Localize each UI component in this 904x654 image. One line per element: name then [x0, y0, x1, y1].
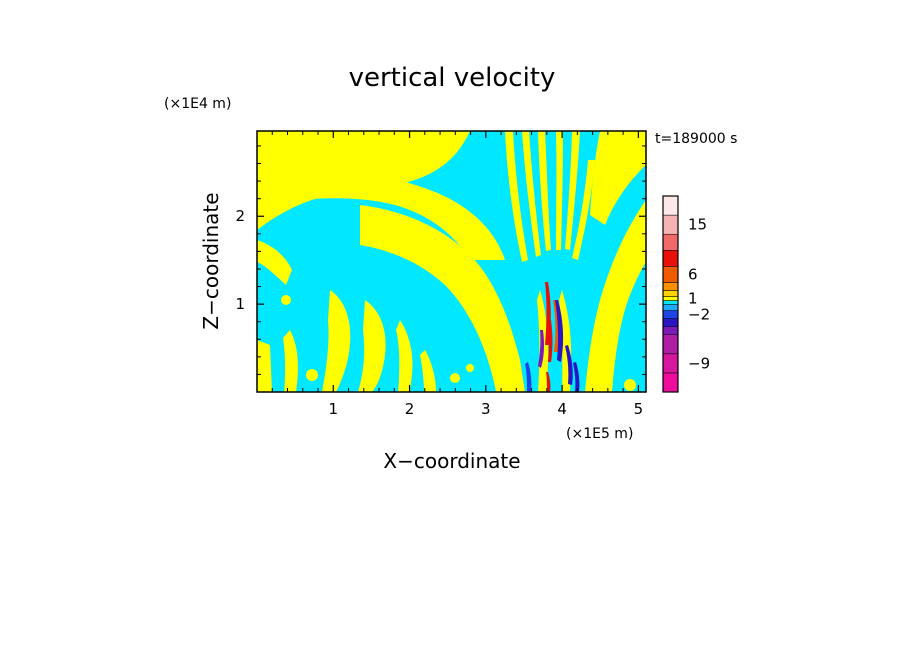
positive-speckle [466, 364, 474, 372]
colorbar-label: 1 [688, 290, 698, 308]
colorbar-swatch [662, 266, 679, 283]
colorbar-label: −2 [688, 306, 710, 324]
plot-frame [256, 130, 647, 393]
colorbar-swatch [662, 290, 679, 297]
colorbar-swatch [662, 282, 679, 291]
convective-core [525, 282, 580, 392]
colorbar-label: −9 [688, 354, 710, 372]
colorbar: −9 −21 6 15 [662, 195, 710, 393]
positive-region [565, 131, 580, 250]
positive-region [257, 240, 292, 285]
positive-speckle [606, 154, 618, 166]
positive-speckle [291, 155, 301, 165]
x-axis-label: X−coordinate [383, 449, 520, 473]
positive-region [420, 350, 436, 392]
strong-updraft [546, 372, 551, 392]
colorbar-swatch [662, 195, 679, 216]
chart-title: vertical velocity [349, 63, 556, 93]
colorbar-swatch [662, 310, 679, 319]
colorbar-swatch [662, 233, 679, 251]
colorbar-swatch [662, 318, 679, 327]
y-tick-label: 2 [235, 207, 245, 225]
x-tick-label: 3 [481, 400, 491, 418]
colorbar-swatch [662, 353, 679, 374]
positive-region [590, 131, 646, 225]
positive-region [538, 131, 551, 251]
positive-region [257, 340, 272, 392]
strong-downdraft [525, 362, 532, 392]
colorbar-frame [662, 195, 679, 393]
colorbar-label: 15 [688, 216, 707, 234]
positive-speckle [306, 369, 318, 381]
y-axis: 12 [235, 145, 646, 375]
x-tick-label: 5 [634, 400, 644, 418]
plot-area [257, 131, 646, 392]
positive-speckle [265, 141, 279, 155]
positive-velocity-regions [257, 131, 646, 392]
colorbar-swatch [662, 304, 679, 311]
colorbar-swatch [662, 372, 679, 393]
x-tick-label: 2 [405, 400, 415, 418]
positive-speckle [636, 146, 644, 154]
colorbar-swatch [662, 250, 679, 267]
strong-updraft [548, 320, 553, 362]
colorbar-swatch [662, 326, 679, 335]
colorbar-swatch [662, 296, 679, 301]
y-tick-label: 1 [235, 295, 245, 313]
positive-region [522, 131, 541, 257]
time-label: t=189000 s [655, 131, 737, 147]
positive-region [585, 200, 646, 392]
x-scale-label: (×1E5 m) [566, 426, 633, 442]
colorbar-label: 6 [688, 265, 698, 283]
colorbar-swatch [662, 214, 679, 235]
strong-downdraft [538, 330, 545, 368]
positive-region [505, 131, 528, 262]
positive-region [572, 160, 595, 260]
x-axis: 1 2 3 4 5 [271, 131, 644, 418]
positive-speckle [281, 295, 291, 305]
colorbar-swatch [662, 334, 679, 355]
positive-region [360, 205, 525, 392]
x-tick-label: 1 [329, 400, 339, 418]
positive-region [556, 131, 563, 250]
y-axis-label: Z−coordinate [199, 192, 223, 329]
colorbar-swatch [662, 300, 679, 305]
positive-region [322, 290, 351, 392]
positive-speckle [450, 373, 460, 383]
strong-downdraft [555, 300, 564, 362]
positive-region [283, 330, 298, 392]
strong-downdraft [565, 345, 573, 385]
positive-region [396, 320, 413, 392]
x-tick-label: 4 [557, 400, 567, 418]
positive-speckle [624, 379, 636, 391]
y-scale-label: (×1E4 m) [164, 96, 231, 112]
strong-downdraft [573, 362, 580, 392]
positive-region [300, 169, 505, 260]
positive-region [358, 300, 386, 392]
